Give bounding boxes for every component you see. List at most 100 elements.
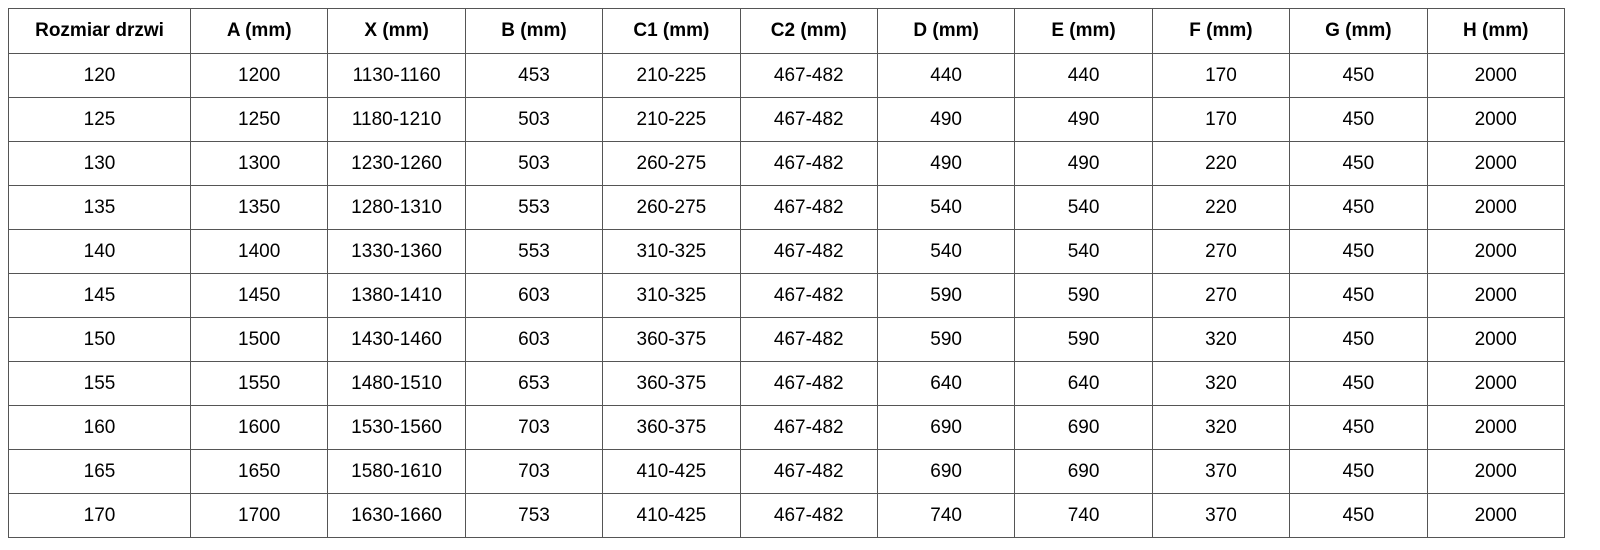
table-row: 170 1700 1630-1660 753 410-425 467-482 740 740 3… — [8, 493, 1566, 538]
column-header: X (mm) — [327, 8, 466, 54]
table-cell: 2000 — [1426, 493, 1566, 538]
table-cell: 1250 — [189, 97, 329, 142]
table-cell: 490 — [1014, 141, 1153, 186]
column-header: D (mm) — [876, 8, 1016, 54]
table-cell: 120 — [8, 53, 191, 98]
table-cell: 467-482 — [739, 361, 878, 406]
table-row: 155 1550 1480-1510 653 360-375 467-482 640 640 3… — [8, 361, 1566, 406]
table-cell: 640 — [1014, 361, 1153, 406]
table-cell: 467-482 — [739, 53, 878, 98]
table-cell: 210-225 — [602, 53, 741, 98]
table-cell: 1600 — [189, 405, 329, 450]
table-row: 150 1500 1430-1460 603 360-375 467-482 590 590 3… — [8, 317, 1566, 362]
table-body: 120 1200 1130-1160 453 210-225 467-482 440 440 1… — [8, 53, 1566, 538]
column-header: A (mm) — [189, 8, 329, 54]
table-cell: 1300 — [189, 141, 329, 186]
table-cell: 2000 — [1426, 361, 1566, 406]
table-cell: 490 — [876, 141, 1016, 186]
table-cell: 360-375 — [602, 405, 741, 450]
table-cell: 1380-1410 — [327, 273, 466, 318]
table-cell: 220 — [1151, 141, 1291, 186]
table-cell: 450 — [1289, 97, 1428, 142]
table-cell: 450 — [1289, 53, 1428, 98]
table-cell: 490 — [876, 97, 1016, 142]
table-cell: 2000 — [1426, 141, 1566, 186]
table-cell: 125 — [8, 97, 191, 142]
table-row: 165 1650 1580-1610 703 410-425 467-482 690 690 3… — [8, 449, 1566, 494]
table-cell: 467-482 — [739, 229, 878, 274]
table-row: 125 1250 1180-1210 503 210-225 467-482 490 490 1… — [8, 97, 1566, 142]
table-cell: 310-325 — [602, 273, 741, 318]
table-cell: 590 — [1014, 317, 1153, 362]
table-cell: 1280-1310 — [327, 185, 466, 230]
table-cell: 410-425 — [602, 449, 741, 494]
table-cell: 450 — [1289, 449, 1428, 494]
table-cell: 450 — [1289, 317, 1428, 362]
table-cell: 1480-1510 — [327, 361, 466, 406]
table-cell: 320 — [1151, 317, 1291, 362]
table-cell: 270 — [1151, 273, 1291, 318]
table-cell: 260-275 — [602, 141, 741, 186]
table-cell: 467-482 — [739, 449, 878, 494]
table-cell: 690 — [1014, 405, 1153, 450]
table-cell: 360-375 — [602, 361, 741, 406]
table-cell: 653 — [464, 361, 604, 406]
table-cell: 703 — [464, 405, 604, 450]
column-header: Rozmiar drzwi — [8, 8, 191, 54]
table-cell: 590 — [876, 273, 1016, 318]
table-cell: 260-275 — [602, 185, 741, 230]
table-cell: 2000 — [1426, 449, 1566, 494]
table-cell: 640 — [876, 361, 1016, 406]
table-cell: 360-375 — [602, 317, 741, 362]
table-cell: 2000 — [1426, 405, 1566, 450]
table-row: 160 1600 1530-1560 703 360-375 467-482 690 690 3… — [8, 405, 1566, 450]
table-cell: 553 — [464, 185, 604, 230]
table-cell: 220 — [1151, 185, 1291, 230]
table-cell: 450 — [1289, 185, 1428, 230]
column-header: H (mm) — [1426, 8, 1566, 54]
table-cell: 703 — [464, 449, 604, 494]
table-cell: 1650 — [189, 449, 329, 494]
table-cell: 753 — [464, 493, 604, 538]
table-row: 145 1450 1380-1410 603 310-325 467-482 590 590 2… — [8, 273, 1566, 318]
table-cell: 2000 — [1426, 273, 1566, 318]
table-cell: 170 — [1151, 53, 1291, 98]
table-cell: 603 — [464, 317, 604, 362]
table-cell: 467-482 — [739, 405, 878, 450]
table-cell: 503 — [464, 141, 604, 186]
table-cell: 453 — [464, 53, 604, 98]
table-cell: 450 — [1289, 361, 1428, 406]
table-cell: 370 — [1151, 493, 1291, 538]
table-cell: 1700 — [189, 493, 329, 538]
table-cell: 450 — [1289, 405, 1428, 450]
table-row: 130 1300 1230-1260 503 260-275 467-482 490 490 2… — [8, 141, 1566, 186]
table-cell: 590 — [1014, 273, 1153, 318]
table-cell: 2000 — [1426, 317, 1566, 362]
table-cell: 140 — [8, 229, 191, 274]
table-cell: 165 — [8, 449, 191, 494]
table-cell: 503 — [464, 97, 604, 142]
table-cell: 1530-1560 — [327, 405, 466, 450]
table-cell: 370 — [1151, 449, 1291, 494]
table-cell: 740 — [876, 493, 1016, 538]
dimension-table: Rozmiar drzwi A (mm) X (mm) B (mm) C1 (mm) C2… — [8, 8, 1566, 538]
header-row: Rozmiar drzwi A (mm) X (mm) B (mm) C1 (mm) C2… — [8, 8, 1566, 54]
table-cell: 1350 — [189, 185, 329, 230]
table-cell: 540 — [1014, 229, 1153, 274]
table-cell: 2000 — [1426, 53, 1566, 98]
table-cell: 440 — [1014, 53, 1153, 98]
table-cell: 603 — [464, 273, 604, 318]
table-cell: 1200 — [189, 53, 329, 98]
table-cell: 450 — [1289, 273, 1428, 318]
table-cell: 1580-1610 — [327, 449, 466, 494]
table-cell: 540 — [876, 185, 1016, 230]
table-row: 120 1200 1130-1160 453 210-225 467-482 440 440 1… — [8, 53, 1566, 98]
table-cell: 150 — [8, 317, 191, 362]
column-header: E (mm) — [1014, 8, 1153, 54]
table-cell: 145 — [8, 273, 191, 318]
table-cell: 2000 — [1426, 229, 1566, 274]
table-cell: 310-325 — [602, 229, 741, 274]
table-cell: 590 — [876, 317, 1016, 362]
table-cell: 155 — [8, 361, 191, 406]
